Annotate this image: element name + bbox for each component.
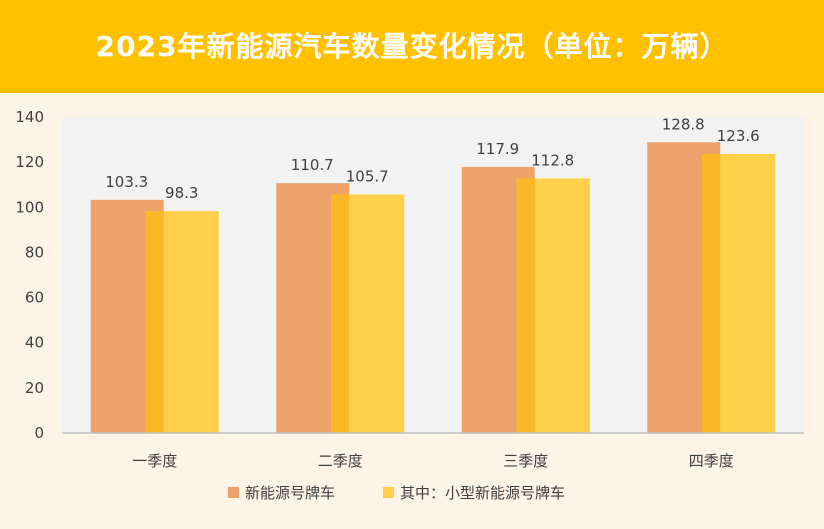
- bar-overlap: [702, 154, 721, 433]
- bar-overlap: [516, 178, 535, 433]
- bar-overlap: [145, 211, 164, 433]
- y-tick-label: 120: [15, 153, 44, 171]
- chart-title: 2023年新能源汽车数量变化情况（单位：万辆）: [95, 30, 729, 63]
- bar-overlap: [331, 194, 350, 433]
- y-tick-label: 100: [15, 198, 44, 216]
- legend-swatch-series-1: [228, 487, 239, 498]
- data-label-series-2: 98.3: [165, 184, 198, 202]
- data-label-series-1: 110.7: [291, 156, 334, 174]
- data-label-series-1: 128.8: [662, 115, 705, 133]
- legend-label-series-2: 其中：小型新能源号牌车: [400, 484, 565, 502]
- title-band: [0, 0, 824, 93]
- data-label-series-1: 103.3: [105, 173, 148, 191]
- y-tick-label: 0: [34, 424, 44, 442]
- x-category-label: 三季度: [503, 452, 548, 470]
- data-label-series-2: 123.6: [717, 127, 760, 145]
- y-tick-label: 20: [25, 379, 44, 397]
- x-category-label: 二季度: [318, 452, 363, 470]
- x-category-label: 一季度: [132, 452, 177, 470]
- data-label-series-1: 117.9: [476, 140, 519, 158]
- y-tick-label: 80: [25, 243, 44, 261]
- data-label-series-2: 105.7: [346, 167, 389, 185]
- y-tick-label: 60: [25, 289, 44, 307]
- legend-swatch-series-2: [383, 487, 394, 498]
- x-category-label: 四季度: [689, 452, 734, 470]
- legend-label-series-1: 新能源号牌车: [245, 484, 335, 502]
- y-tick-label: 40: [25, 334, 44, 352]
- data-label-series-2: 112.8: [531, 151, 574, 169]
- y-tick-label: 140: [15, 108, 44, 126]
